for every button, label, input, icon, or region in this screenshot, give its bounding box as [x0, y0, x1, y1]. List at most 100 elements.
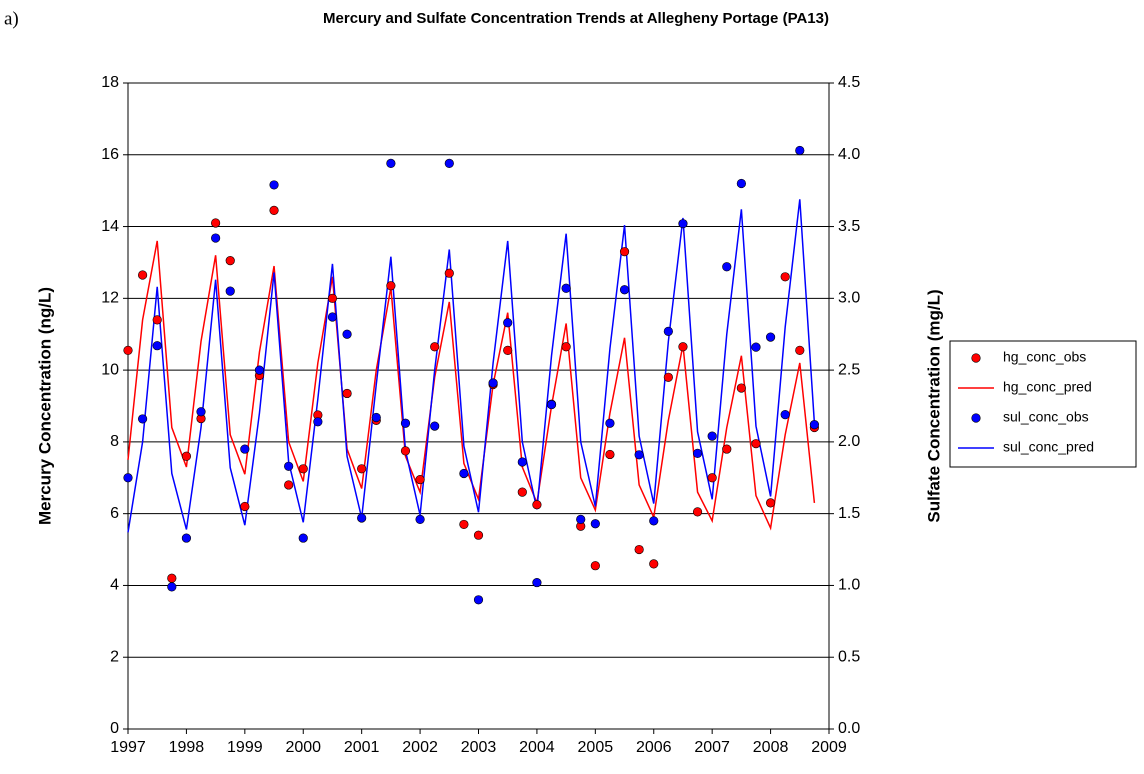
- y-tick-label: 12: [101, 290, 119, 307]
- legend-label: hg_conc_pred: [1003, 379, 1092, 395]
- y2-tick-label: 3.5: [838, 218, 860, 235]
- data-point: [138, 270, 148, 280]
- x-tick-label: 2002: [402, 739, 438, 756]
- y-tick-label: 10: [101, 361, 119, 378]
- data-point: [240, 444, 250, 454]
- y-tick-label: 18: [101, 74, 119, 91]
- data-point: [269, 205, 279, 216]
- data-point: [386, 158, 396, 168]
- data-point: [371, 412, 381, 423]
- x-tick-label: 1999: [227, 739, 263, 756]
- y-tick-label: 2: [110, 648, 119, 665]
- y2-tick-label: 4.0: [838, 146, 860, 163]
- legend-marker: [971, 353, 981, 363]
- x-tick-label: 2003: [461, 739, 497, 756]
- data-point: [167, 582, 177, 592]
- data-point: [561, 342, 571, 352]
- data-point: [473, 530, 484, 540]
- y-tick-label: 16: [101, 146, 119, 163]
- data-point: [415, 474, 425, 485]
- y-axis-label: Mercury Concentration (ng/L): [35, 287, 54, 525]
- data-point: [649, 559, 659, 569]
- x-tick-label: 2004: [519, 739, 555, 756]
- y2-tick-label: 2.5: [838, 361, 860, 378]
- y2-tick-label: 3.0: [838, 290, 860, 307]
- data-point: [400, 418, 411, 428]
- data-point: [181, 533, 192, 543]
- data-point: [605, 418, 615, 428]
- data-point: [692, 448, 703, 458]
- data-point: [678, 342, 688, 352]
- y-tick-label: 8: [110, 433, 119, 450]
- data-point: [517, 487, 527, 497]
- data-point: [503, 318, 513, 328]
- data-point: [619, 247, 630, 257]
- data-point: [327, 312, 338, 322]
- y2-tick-label: 2.0: [838, 433, 860, 450]
- y2-tick-label: 0.0: [838, 720, 860, 737]
- data-point: [692, 507, 703, 517]
- y-tick-label: 0: [110, 720, 119, 737]
- x-tick-label: 2001: [344, 739, 380, 756]
- data-point: [327, 293, 338, 303]
- data-point: [313, 417, 323, 427]
- x-tick-label: 2009: [811, 739, 847, 756]
- data-point: [532, 577, 542, 588]
- data-point: [357, 464, 367, 474]
- data-point: [430, 421, 440, 431]
- data-point: [225, 286, 235, 296]
- x-tick-label: 2007: [694, 739, 730, 756]
- data-point: [473, 595, 484, 605]
- data-point: [576, 514, 586, 525]
- data-point: [619, 285, 630, 295]
- data-point: [444, 158, 454, 168]
- data-point: [123, 473, 133, 483]
- y2-tick-label: 4.5: [838, 74, 860, 91]
- x-tick-label: 2008: [753, 739, 789, 756]
- data-point: [284, 461, 294, 471]
- x-tick-label: 1998: [169, 739, 205, 756]
- data-point: [269, 180, 279, 190]
- data-point: [298, 464, 308, 474]
- legend-label: hg_conc_obs: [1003, 349, 1086, 365]
- data-point: [722, 444, 732, 454]
- legend-marker: [971, 413, 981, 423]
- series-line: [127, 240, 816, 531]
- data-point: [795, 345, 805, 355]
- legend-label: sul_conc_pred: [1003, 439, 1094, 455]
- x-tick-label: 2000: [285, 739, 321, 756]
- data-point: [167, 573, 177, 583]
- data-point: [284, 480, 294, 490]
- panel-label: a): [4, 8, 19, 29]
- y-tick-label: 14: [101, 218, 119, 235]
- data-point: [488, 378, 498, 388]
- data-point: [211, 233, 221, 243]
- data-point: [707, 431, 717, 441]
- chart-title: Mercury and Sulfate Concentration Trends…: [323, 10, 829, 27]
- data-point: [765, 332, 776, 342]
- data-point: [590, 519, 600, 529]
- data-point: [532, 500, 542, 510]
- series-line: [127, 199, 816, 533]
- data-point: [225, 256, 235, 266]
- data-point: [459, 519, 469, 530]
- data-point: [795, 145, 805, 156]
- data-point: [649, 516, 659, 526]
- x-tick-label: 2006: [636, 739, 672, 756]
- data-point: [590, 561, 600, 571]
- data-point: [386, 281, 396, 291]
- data-point: [634, 450, 644, 460]
- data-point: [254, 365, 265, 375]
- y2-tick-label: 1.5: [838, 505, 860, 522]
- data-point: [123, 345, 133, 355]
- data-point: [503, 345, 513, 355]
- data-point: [736, 178, 746, 189]
- y2-tick-label: 1.0: [838, 577, 860, 594]
- data-point: [211, 218, 221, 228]
- data-point: [751, 342, 761, 352]
- data-point: [517, 457, 527, 467]
- data-point: [605, 449, 615, 460]
- data-point: [765, 498, 776, 508]
